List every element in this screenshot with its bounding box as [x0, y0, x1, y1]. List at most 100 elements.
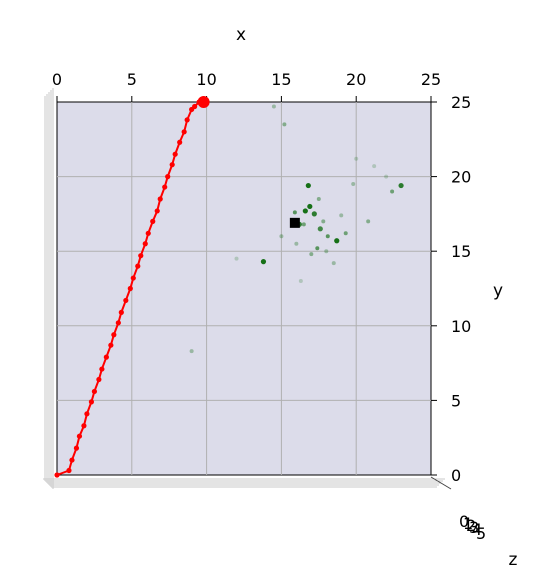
- green-point-series: [189, 104, 404, 354]
- x-tick-label: 0: [52, 70, 62, 89]
- z-tick-label: 3: [469, 518, 479, 537]
- red-trajectory-point: [84, 411, 90, 417]
- red-trajectory-point: [130, 275, 136, 281]
- red-trajectory-point: [181, 129, 187, 135]
- green-point: [390, 189, 395, 194]
- z-tick-label: 4: [472, 520, 482, 539]
- red-trajectory-point: [69, 457, 75, 463]
- green-point: [366, 219, 371, 224]
- x-tick-label: 25: [421, 70, 441, 89]
- green-point: [301, 222, 306, 227]
- z-tick-label: 1: [463, 514, 473, 533]
- red-trajectory-point: [145, 230, 151, 236]
- z-tick-label: 2: [466, 516, 476, 535]
- red-endpoint-marker: [197, 96, 210, 108]
- red-trajectory-point: [172, 151, 178, 157]
- red-trajectory-point: [165, 174, 171, 180]
- grid: [57, 102, 431, 475]
- green-point: [317, 226, 323, 232]
- y-axis-label: y: [493, 281, 503, 301]
- green-point: [343, 231, 348, 236]
- red-trajectory-point: [88, 399, 95, 405]
- x-tick-label: 10: [196, 70, 216, 89]
- x-tick-label: 20: [346, 70, 366, 89]
- red-trajectory-point: [73, 445, 80, 451]
- x-axis-ticks: 0 5 10 15 20 25: [52, 70, 441, 102]
- y-tick-label: 0: [451, 466, 461, 485]
- x-tick-label: 15: [271, 70, 291, 89]
- green-point: [334, 238, 340, 244]
- green-point: [309, 252, 314, 257]
- z-axis-label: z: [509, 550, 518, 570]
- green-point: [260, 259, 267, 265]
- red-trajectory-point: [54, 472, 60, 478]
- green-point: [339, 213, 344, 218]
- green-point: [398, 182, 404, 189]
- red-trajectory-point: [154, 208, 160, 214]
- red-trajectory-point: [123, 297, 129, 304]
- green-point: [331, 261, 336, 266]
- green-point: [271, 104, 276, 109]
- z-tick-label: 5: [476, 524, 486, 543]
- y-axis-ticks: 0 5 10 15 20 25: [431, 93, 471, 485]
- red-trajectory-point: [162, 184, 168, 190]
- y-tick-label: 15: [451, 242, 471, 261]
- green-point: [302, 208, 308, 214]
- green-point: [189, 349, 194, 354]
- x-tick-label: 5: [127, 70, 137, 89]
- red-trajectory-point: [76, 433, 83, 439]
- red-trajectory-point: [91, 388, 97, 395]
- z-tick-label: 0: [459, 512, 469, 531]
- green-point: [311, 211, 317, 217]
- red-trajectory-series: [54, 96, 210, 478]
- plot-pane-rect: [56, 101, 432, 476]
- x-axis-label: x: [236, 25, 246, 45]
- red-trajectory-point: [127, 285, 133, 292]
- green-point: [279, 234, 284, 239]
- green-point: [321, 219, 326, 224]
- green-point: [282, 122, 287, 127]
- red-trajectory-point: [66, 467, 72, 474]
- green-point: [292, 210, 297, 215]
- red-trajectory-point: [138, 253, 144, 259]
- green-point: [307, 203, 313, 210]
- red-trajectory-point: [108, 342, 114, 348]
- green-point: [372, 164, 377, 169]
- green-point: [316, 196, 321, 201]
- red-trajectory-point: [96, 376, 102, 383]
- red-trajectory-point: [81, 423, 87, 429]
- red-trajectory-point: [184, 117, 190, 123]
- y-tick-label: 20: [451, 168, 471, 187]
- y-tick-label: 5: [451, 391, 461, 410]
- y-tick-label: 25: [451, 93, 471, 112]
- red-trajectory-point: [115, 320, 121, 326]
- red-trajectory-point: [118, 309, 124, 315]
- red-trajectory-point: [103, 354, 109, 360]
- z-axis-line: [430, 476, 452, 490]
- green-point: [234, 256, 239, 261]
- red-trajectory-point: [169, 162, 175, 168]
- green-point: [315, 246, 320, 251]
- red-trajectory-point: [150, 218, 156, 224]
- green-point: [384, 174, 389, 179]
- red-trajectory-point: [99, 366, 105, 372]
- green-point: [305, 182, 311, 189]
- green-point: [351, 182, 356, 187]
- black-square-marker: [289, 217, 300, 228]
- red-trajectory-point: [142, 241, 148, 247]
- green-point: [354, 156, 359, 161]
- y-tick-label: 10: [451, 317, 471, 336]
- green-point: [324, 249, 329, 254]
- black-marker-series: [289, 217, 300, 228]
- green-point: [325, 234, 330, 239]
- red-trajectory-point: [192, 103, 198, 110]
- red-trajectory-point: [135, 263, 141, 269]
- plot-pane: [56, 101, 432, 476]
- red-trajectory-point: [157, 196, 163, 202]
- green-point: [298, 279, 303, 284]
- green-point: [294, 241, 299, 246]
- red-trajectory-point: [177, 139, 183, 145]
- red-trajectory-point: [111, 332, 117, 338]
